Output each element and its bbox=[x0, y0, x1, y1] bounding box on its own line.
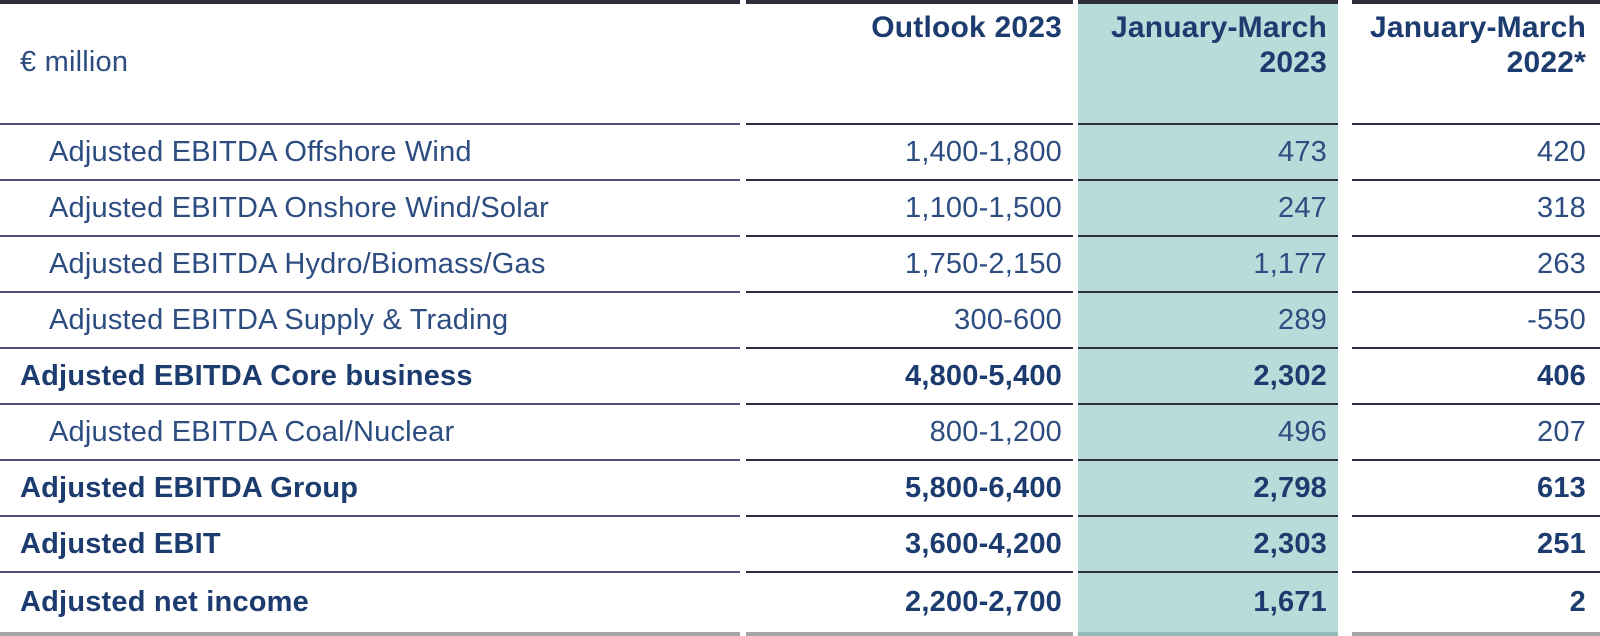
cell-outlook-2023: 800-1,200 bbox=[746, 405, 1073, 461]
cell-jan-mar-2022: 263 bbox=[1352, 237, 1600, 293]
row-label: Adjusted net income bbox=[0, 573, 740, 636]
cell-outlook-2023: 1,400-1,800 bbox=[746, 125, 1073, 181]
col-header-jan-mar-2023: January-March 2023 bbox=[1078, 0, 1338, 125]
cell-jan-mar-2023: 473 bbox=[1078, 125, 1338, 181]
cell-jan-mar-2023: 247 bbox=[1078, 181, 1338, 237]
cell-jan-mar-2023: 2,303 bbox=[1078, 517, 1338, 573]
cell-jan-mar-2023: 289 bbox=[1078, 293, 1338, 349]
cell-jan-mar-2022: -550 bbox=[1352, 293, 1600, 349]
cell-jan-mar-2022: 406 bbox=[1352, 349, 1600, 405]
cell-outlook-2023: 3,600-4,200 bbox=[746, 517, 1073, 573]
row-label: Adjusted EBITDA Hydro/Biomass/Gas bbox=[0, 237, 740, 293]
cell-outlook-2023: 1,100-1,500 bbox=[746, 181, 1073, 237]
row-label: Adjusted EBITDA Offshore Wind bbox=[0, 125, 740, 181]
cell-jan-mar-2022: 420 bbox=[1352, 125, 1600, 181]
row-label: Adjusted EBIT bbox=[0, 517, 740, 573]
cell-outlook-2023: 2,200-2,700 bbox=[746, 573, 1073, 636]
row-label: Adjusted EBITDA Coal/Nuclear bbox=[0, 405, 740, 461]
cell-outlook-2023: 4,800-5,400 bbox=[746, 349, 1073, 405]
unit-label-cell: € million bbox=[0, 0, 740, 125]
cell-jan-mar-2022: 613 bbox=[1352, 461, 1600, 517]
row-label: Adjusted EBITDA Supply & Trading bbox=[0, 293, 740, 349]
cell-jan-mar-2022: 318 bbox=[1352, 181, 1600, 237]
row-label: Adjusted EBITDA Onshore Wind/Solar bbox=[0, 181, 740, 237]
unit-label: € million bbox=[20, 46, 129, 78]
cell-jan-mar-2022: 251 bbox=[1352, 517, 1600, 573]
cell-outlook-2023: 300-600 bbox=[746, 293, 1073, 349]
cell-jan-mar-2023: 2,302 bbox=[1078, 349, 1338, 405]
row-label: Adjusted EBITDA Group bbox=[0, 461, 740, 517]
cell-jan-mar-2022: 207 bbox=[1352, 405, 1600, 461]
cell-jan-mar-2022: 2 bbox=[1352, 573, 1600, 636]
cell-outlook-2023: 1,750-2,150 bbox=[746, 237, 1073, 293]
cell-jan-mar-2023: 1,671 bbox=[1078, 573, 1338, 636]
row-label: Adjusted EBITDA Core business bbox=[0, 349, 740, 405]
cell-jan-mar-2023: 1,177 bbox=[1078, 237, 1338, 293]
cell-outlook-2023: 5,800-6,400 bbox=[746, 461, 1073, 517]
col-header-outlook-2023: Outlook 2023 bbox=[746, 0, 1073, 125]
col-header-jan-mar-2022: January-March 2022* bbox=[1352, 0, 1600, 125]
cell-jan-mar-2023: 496 bbox=[1078, 405, 1338, 461]
cell-jan-mar-2023: 2,798 bbox=[1078, 461, 1338, 517]
